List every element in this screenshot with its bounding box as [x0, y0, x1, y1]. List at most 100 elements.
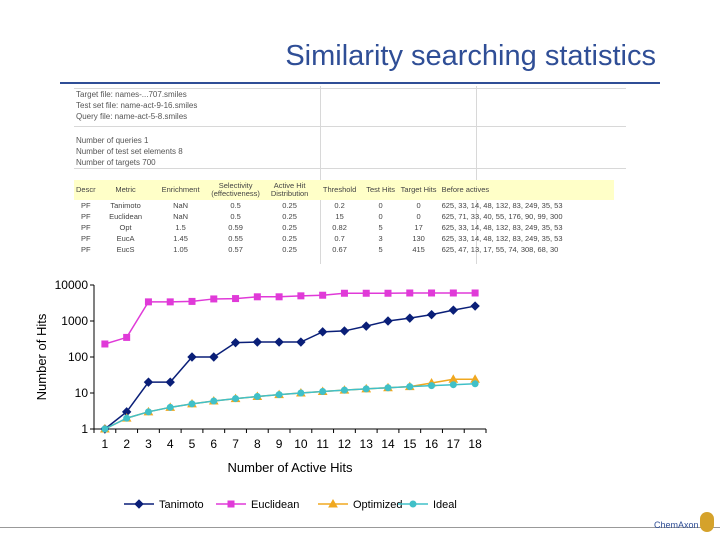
data-point — [297, 292, 305, 300]
data-point — [449, 381, 457, 389]
data-point — [144, 408, 152, 416]
table-cell: PF — [81, 234, 91, 243]
data-point — [296, 337, 306, 347]
x-tick-label: 18 — [468, 437, 482, 451]
data-point — [165, 377, 175, 387]
series-line — [104, 292, 476, 345]
data-point — [384, 289, 392, 297]
data-point — [297, 389, 305, 397]
data-point — [101, 340, 109, 348]
table-cell: 625, 71, 33, 40, 55, 176, 90, 99, 300 — [441, 212, 563, 221]
data-point — [123, 333, 131, 341]
table-cell: 415 — [412, 245, 425, 254]
x-tick-label: 9 — [276, 437, 283, 451]
chart-legend: Tanimoto Euclidean Optimized Ideal — [124, 498, 457, 511]
data-point — [406, 383, 414, 391]
table-cell: NaN — [173, 212, 189, 221]
data-point — [101, 425, 109, 433]
column-header: Enrichment — [153, 180, 208, 200]
table-cell: 625, 33, 14, 48, 132, 83, 249, 35, 53 — [441, 223, 563, 232]
x-tick-label: 17 — [447, 437, 461, 451]
y-tick-label: 100 — [68, 350, 88, 364]
data-point — [428, 289, 436, 297]
data-point — [471, 380, 479, 388]
data-point — [406, 289, 414, 297]
table-cell: 0.25 — [282, 212, 297, 221]
legend-label: Ideal — [433, 499, 457, 511]
table-cell: 0.5 — [230, 201, 241, 210]
column-header: Selectivity (effectiveness) — [207, 180, 264, 200]
table-cell: 130 — [412, 234, 425, 243]
series-optimized — [100, 374, 480, 433]
legend-marker — [227, 500, 235, 508]
table-cell: PF — [81, 212, 91, 221]
spreadsheet-excerpt: Target file: names-...707.smiles Test se… — [74, 86, 626, 264]
table-cell: Euclidean — [109, 212, 143, 221]
y-tick-label: 10000 — [55, 278, 89, 292]
x-tick-label: 8 — [254, 437, 261, 451]
results-table: Descr Metric Enrichment Selectivity (eff… — [74, 180, 614, 255]
data-point — [339, 326, 350, 336]
legend-label: Euclidean — [251, 499, 299, 511]
table-header-row: Descr Metric Enrichment Selectivity (eff… — [74, 180, 614, 200]
table-cell: 0 — [416, 212, 421, 221]
data-point — [340, 289, 348, 297]
table-cell: 0 — [378, 212, 383, 221]
y-tick-label: 10 — [75, 386, 89, 400]
data-point — [449, 289, 457, 297]
table-cell: 0.25 — [282, 201, 297, 210]
legend-marker — [134, 499, 144, 509]
table-cell: 5 — [378, 245, 383, 254]
table-cell: Tanimoto — [110, 201, 141, 210]
footer-rule — [0, 527, 720, 528]
table-cell: 0.7 — [334, 234, 345, 243]
data-point — [275, 391, 283, 399]
sheet-line: Number of queries 1 — [76, 136, 149, 145]
company-logo-icon — [700, 512, 714, 532]
x-tick-label: 16 — [425, 437, 439, 451]
legend-item: Tanimoto — [124, 499, 204, 511]
company-logo-text: ChemAxon — [654, 520, 699, 530]
column-header: Metric — [97, 180, 154, 200]
table-cell: 625, 47, 13, 17, 55, 74, 308, 68, 30 — [441, 245, 559, 254]
data-point — [383, 316, 393, 326]
column-header: Threshold — [315, 180, 364, 200]
legend-label: Tanimoto — [159, 499, 204, 511]
data-point — [252, 337, 263, 347]
sheet-line: Number of targets 700 — [76, 158, 156, 167]
x-tick-label: 1 — [102, 437, 109, 451]
y-tick-label: 1 — [81, 422, 88, 436]
table-cell: 0.5 — [230, 212, 241, 221]
column-header: Descr — [74, 180, 98, 200]
x-axis-label: Number of Active Hits — [228, 460, 353, 475]
table-cell: NaN — [173, 201, 189, 210]
sheet-line: Test set file: name-act-9-16.smiles — [76, 101, 198, 110]
column-header: Active Hit Distribution — [263, 180, 316, 200]
data-point — [340, 386, 348, 394]
table-cell: 0.25 — [282, 234, 297, 243]
table-row: PF Opt 1.5 0.59 0.25 0.82 5 17 625, 33, 14, 48, … — [74, 222, 614, 233]
table-cell: 17 — [414, 223, 423, 232]
data-point — [232, 395, 240, 403]
table-cell: PF — [81, 245, 91, 254]
table-cell: 0.59 — [228, 223, 243, 232]
table-row: PF Tanimoto NaN 0.5 0.25 0.2 0 0 625, 33, 14, 48… — [74, 200, 614, 211]
data-point — [471, 289, 479, 297]
x-tick-label: 3 — [145, 437, 152, 451]
y-axis-label: Number of Hits — [34, 313, 49, 400]
table-row: PF Euclidean NaN 0.5 0.25 15 0 0 625, 71, 33, 40… — [74, 211, 614, 222]
data-point — [428, 382, 436, 390]
data-point — [405, 313, 415, 323]
x-tick-label: 10 — [294, 437, 308, 451]
x-tick-label: 15 — [403, 437, 417, 451]
data-point — [230, 337, 241, 348]
table-cell: 0.57 — [228, 245, 243, 254]
table-cell: 0.55 — [228, 234, 243, 243]
data-point — [166, 298, 174, 306]
table-cell: 0 — [416, 201, 421, 210]
table-cell: 0.67 — [332, 245, 347, 254]
x-tick-label: 12 — [338, 437, 352, 451]
data-point — [275, 293, 283, 301]
column-header: Target Hits — [397, 180, 440, 200]
data-point — [187, 352, 197, 362]
